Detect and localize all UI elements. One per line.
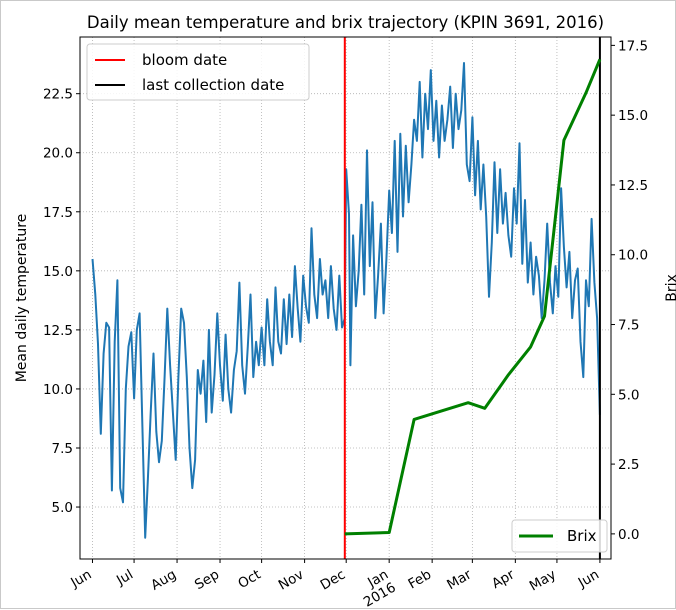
legend-layer: bloom date last collection date Brix: [86, 43, 608, 553]
x-tick-label: Feb: [405, 567, 434, 593]
y-tick-label-right: 2.5: [618, 457, 639, 473]
temperature-series-line: [91, 62, 601, 539]
y-tick-label-right: 0.0: [618, 527, 639, 543]
y-tick-label-left: 10.0: [43, 382, 73, 398]
chart-title: Daily mean temperature and brix trajecto…: [87, 13, 604, 32]
x-tick-label: Aug: [148, 567, 179, 594]
x-tick-label: May: [527, 567, 559, 595]
x-tick-label: Mar: [444, 566, 474, 593]
x-tick-label: Nov: [276, 567, 307, 594]
y-tick-label-right: 5.0: [618, 387, 639, 403]
y-tick-label-left: 20.0: [43, 146, 73, 162]
y-tick-label-right: 12.5: [618, 178, 648, 194]
legend-label-bloom-date: bloom date: [142, 51, 227, 69]
brix-series-line: [344, 58, 602, 536]
y-tick-label-left: 22.5: [43, 87, 73, 103]
y-tick-label-right: 17.5: [618, 38, 648, 54]
x-tick-label: Jan2016: [353, 567, 398, 610]
x-tick-label: Jul: [113, 567, 136, 590]
y-tick-label-left: 15.0: [43, 264, 73, 280]
y-tick-label-right: 7.5: [618, 318, 639, 334]
x-tick-label: Dec: [318, 567, 349, 594]
legend-box-lower: [511, 519, 608, 553]
x-tick-label: Oct: [235, 567, 263, 593]
x-tick-label: Jun: [67, 567, 94, 592]
data-layer: [91, 37, 602, 559]
x-tick-label: Jun: [575, 567, 602, 592]
legend-label-last-collection-date: last collection date: [142, 76, 284, 94]
legend-label-brix: Brix: [567, 527, 597, 545]
legend-box-upper: [86, 43, 310, 101]
y-tick-label-left: 7.5: [52, 441, 73, 457]
y-tick-label-right: 15.0: [618, 108, 648, 124]
x-tick-label: Sep: [192, 567, 222, 594]
y-axis-label-right: Brix: [664, 274, 676, 302]
plot-frame: [79, 36, 612, 560]
y-axis-label-left: Mean daily temperature: [14, 214, 30, 383]
y-tick-label-right: 10.0: [618, 248, 648, 264]
y-tick-label-left: 5.0: [52, 500, 73, 516]
y-tick-label-left: 12.5: [43, 323, 73, 339]
x-tick-label: Apr: [489, 566, 518, 592]
y-tick-label-left: 17.5: [43, 205, 73, 221]
